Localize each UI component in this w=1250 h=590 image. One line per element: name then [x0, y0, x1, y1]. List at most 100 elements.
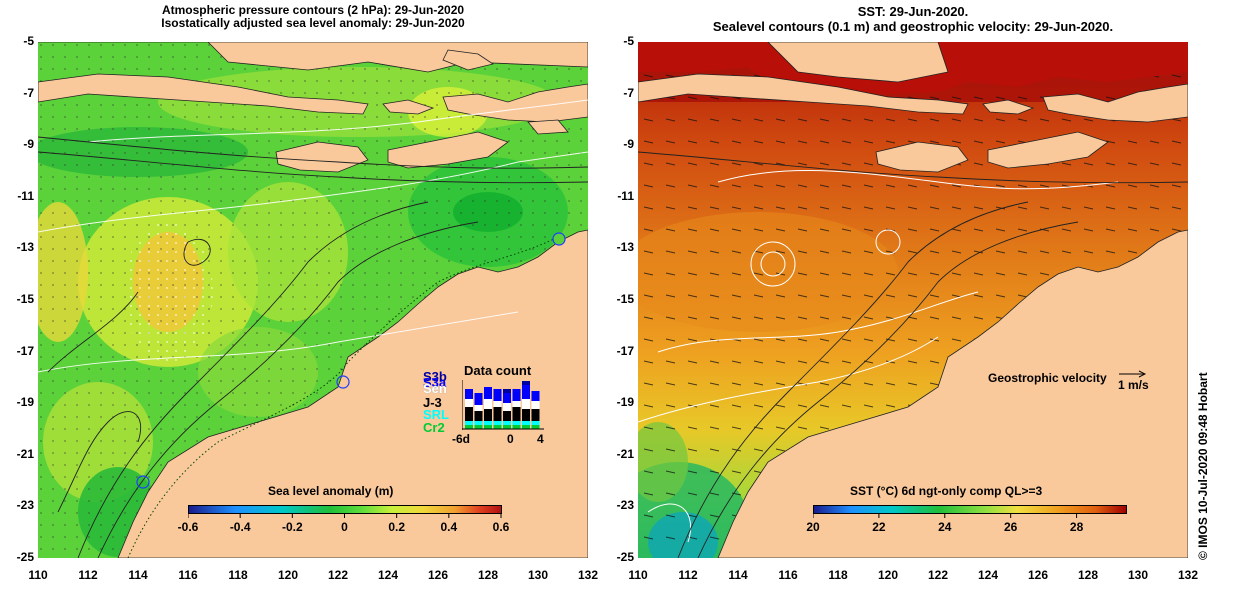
y-tick-label: -15	[16, 292, 34, 306]
count-bar-segment	[512, 421, 521, 425]
colorbar-tick-label: 28	[1069, 520, 1084, 534]
tide-gauge-marker	[136, 475, 150, 489]
sumba-island	[875, 141, 969, 173]
y-tick-label: -13	[16, 240, 34, 255]
count-bar-segment	[503, 403, 511, 411]
y-tick-label: -13	[616, 240, 634, 255]
borneo-land	[767, 42, 949, 83]
x-tick-label: 114	[728, 568, 748, 582]
count-bar-segment	[503, 425, 511, 429]
x-tick-label: 114	[128, 568, 148, 582]
colorbar-tick-label: 0.6	[492, 520, 510, 534]
count-tick-end: 4	[537, 432, 544, 446]
x-tick-label: 130	[1127, 568, 1149, 582]
colorbar-tick-label: 24	[938, 520, 952, 534]
count-tick-start: -6d	[452, 432, 470, 446]
sst-colorbar-title: SST (°C) 6d ngt-only comp QL>=3	[850, 484, 1043, 498]
count-bar-segment	[531, 391, 540, 401]
data-count-title: Data count	[464, 363, 532, 378]
y-tick-label: -17	[616, 343, 634, 358]
count-bar-segment	[503, 389, 511, 393]
x-tick-label: 124	[377, 568, 399, 582]
sst-colorbar	[813, 505, 1127, 518]
x-tick-label: 128	[477, 568, 499, 582]
count-bar-segment	[503, 411, 511, 421]
count-bar-segment	[522, 399, 530, 409]
count-bar-segment	[493, 407, 502, 421]
velocity-key-label: Geostrophic velocity	[988, 371, 1107, 385]
colorbar-tick-label: 0.4	[440, 520, 458, 534]
count-bar-segment	[484, 387, 492, 399]
satellite-label: SRL	[423, 407, 449, 422]
y-tick-label: -21	[16, 446, 34, 461]
count-bar-segment	[531, 409, 540, 421]
count-tick-zero: 0	[507, 432, 514, 446]
sst-map	[638, 42, 1188, 558]
count-bar-segment	[474, 411, 483, 421]
x-tick-label: 132	[1177, 568, 1199, 582]
x-tick-label: 110	[628, 568, 648, 582]
lesser-sunda-islands	[442, 83, 588, 123]
y-tick-label: -7	[23, 85, 34, 100]
timor-island	[987, 131, 1109, 169]
count-bar-segment	[512, 425, 521, 429]
x-tick-label: 128	[1077, 568, 1099, 582]
tide-gauge-marker	[552, 232, 566, 246]
y-tick-label: -11	[17, 188, 34, 203]
x-tick-label: 112	[78, 568, 98, 582]
timor-island	[387, 131, 509, 169]
x-tick-label: 122	[327, 568, 349, 582]
y-tick-label: -19	[16, 395, 34, 410]
satellite-label: S3a	[423, 375, 447, 390]
count-bar-segment	[493, 421, 502, 425]
y-tick-label: -9	[623, 137, 634, 152]
count-bar-segment	[465, 421, 473, 425]
count-bar-segment	[484, 425, 492, 429]
y-tick-label: -5	[23, 34, 34, 48]
right-title-line1: SST: 29-Jun-2020.	[857, 4, 969, 19]
satellite-label: J-3	[423, 395, 442, 410]
x-tick-label: 124	[977, 568, 999, 582]
y-tick-label: -23	[616, 498, 634, 513]
left-title-line1: Atmospheric pressure contours (2 hPa): 2…	[161, 3, 465, 17]
colorbar-tick-label: 22	[872, 520, 886, 534]
count-bar-segment	[484, 399, 492, 409]
colorbar-tick-label: 26	[1003, 520, 1018, 534]
count-bar-segment	[531, 425, 540, 429]
data-count-bars	[462, 380, 544, 430]
count-bar-segment	[522, 425, 530, 429]
count-bar-segment	[512, 401, 521, 407]
left-title-line2: Isostatically adjusted sea level anomaly…	[161, 16, 465, 30]
colorbar-tick-label: 0.2	[388, 520, 405, 534]
y-tick-label: -5	[623, 34, 634, 48]
y-tick-label: -11	[617, 188, 634, 203]
y-tick-label: -23	[16, 498, 34, 513]
count-bar-segment	[531, 421, 540, 425]
count-bar-segment	[474, 393, 483, 405]
colorbar-tick-label: 0	[341, 520, 348, 534]
x-tick-label: 112	[678, 568, 698, 582]
y-tick-label: -7	[623, 85, 634, 100]
velocity-key-unit: 1 m/s	[1118, 378, 1149, 392]
count-bar-segment	[531, 401, 540, 409]
y-tick-label: -15	[616, 292, 634, 306]
sumba-island	[275, 141, 369, 173]
count-bar-segment	[484, 409, 492, 421]
y-tick-label: -21	[616, 446, 634, 461]
count-bar-segment	[474, 421, 483, 425]
colorbar-tick-label: -0.2	[281, 520, 303, 534]
java-island	[638, 73, 969, 115]
x-tick-label: 130	[527, 568, 549, 582]
x-tick-label: 120	[277, 568, 299, 582]
x-tick-label: 110	[28, 568, 48, 582]
y-tick-label: -17	[16, 343, 34, 358]
satellite-label: S3b	[423, 369, 447, 384]
count-bar-segment	[465, 425, 473, 429]
count-bar-segment	[522, 381, 530, 385]
count-bar-segment	[493, 389, 502, 401]
sea-level-anomaly-map	[38, 42, 588, 558]
count-bar-segment	[512, 407, 521, 421]
count-bar-segment	[522, 385, 530, 399]
x-tick-label: 116	[778, 568, 798, 582]
imos-credit: © IMOS 10-Jul-2020 09:48 Hobart	[1196, 372, 1210, 560]
